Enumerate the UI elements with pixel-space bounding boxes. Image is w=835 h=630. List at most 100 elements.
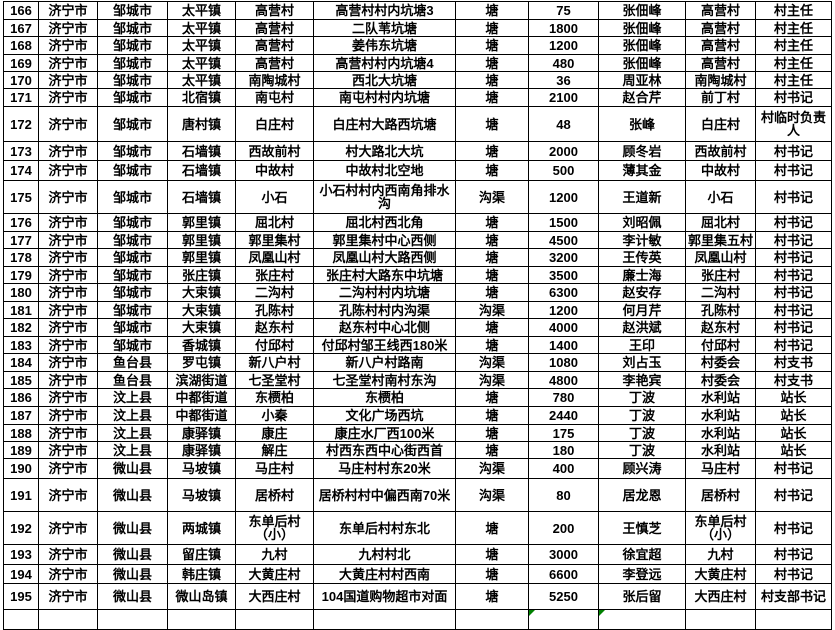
cell-location[interactable]: 村西东西中心街西首: [313, 441, 456, 459]
cell-county[interactable]: [97, 609, 168, 630]
cell-village[interactable]: 九村: [235, 544, 314, 565]
cell-location[interactable]: 二队苇坑塘: [313, 19, 456, 37]
cell-row-number[interactable]: 167: [3, 19, 39, 37]
cell-contact-unit[interactable]: 九村: [685, 544, 756, 565]
cell-village[interactable]: 马庄村: [235, 458, 314, 479]
cell-water-type[interactable]: 塘: [455, 54, 529, 72]
cell-contact-unit[interactable]: 中故村: [685, 160, 756, 181]
cell-row-number[interactable]: 180: [3, 283, 39, 302]
cell-water-type[interactable]: 塘: [455, 283, 529, 302]
cell-contact-title[interactable]: 站长: [755, 441, 832, 459]
cell-row-number[interactable]: 183: [3, 336, 39, 354]
cell-water-type[interactable]: 塘: [455, 336, 529, 354]
cell-quantity[interactable]: 2440: [528, 406, 599, 425]
cell-town[interactable]: 太平镇: [167, 1, 236, 20]
cell-county[interactable]: 微山县: [97, 564, 168, 584]
cell-location[interactable]: 南屯村村内坑塘: [313, 88, 456, 107]
cell-row-number[interactable]: 190: [3, 458, 39, 479]
cell-city[interactable]: 济宁市: [38, 478, 98, 512]
cell-row-number[interactable]: 189: [3, 441, 39, 459]
cell-contact-unit[interactable]: 小石: [685, 180, 756, 214]
cell-contact-unit[interactable]: 张庄村: [685, 266, 756, 284]
cell-quantity[interactable]: 6600: [528, 564, 599, 584]
cell-location[interactable]: 西北大坑塘: [313, 71, 456, 89]
cell-quantity[interactable]: 1800: [528, 19, 599, 37]
cell-location[interactable]: 小石村村内西南角排水沟: [313, 180, 456, 214]
cell-village[interactable]: 南陶城村: [235, 71, 314, 89]
cell-city[interactable]: 济宁市: [38, 160, 98, 181]
cell-contact-title[interactable]: 村书记: [755, 88, 832, 107]
cell-county[interactable]: 邹城市: [97, 19, 168, 37]
cell-contact-title[interactable]: 村主任: [755, 1, 832, 20]
cell-location[interactable]: 九村村北: [313, 544, 456, 565]
cell-quantity[interactable]: 48: [528, 106, 599, 142]
cell-city[interactable]: 济宁市: [38, 248, 98, 267]
cell-village[interactable]: 高营村: [235, 36, 314, 55]
cell-quantity[interactable]: 1400: [528, 336, 599, 354]
cell-contact-person[interactable]: 徐宜超: [598, 544, 686, 565]
cell-village[interactable]: 大西庄村: [235, 583, 314, 610]
cell-contact-title[interactable]: 村书记: [755, 544, 832, 565]
cell-county[interactable]: 邹城市: [97, 36, 168, 55]
cell-city[interactable]: 济宁市: [38, 441, 98, 459]
cell-contact-person[interactable]: 张后留: [598, 583, 686, 610]
cell-contact-title[interactable]: 村书记: [755, 283, 832, 302]
cell-contact-title[interactable]: 村书记: [755, 213, 832, 232]
cell-location[interactable]: 文化广场西坑: [313, 406, 456, 425]
cell-town[interactable]: 太平镇: [167, 71, 236, 89]
cell-contact-person[interactable]: 何月芹: [598, 301, 686, 319]
cell-contact-person[interactable]: 赵合芹: [598, 88, 686, 107]
cell-row-number[interactable]: 193: [3, 544, 39, 565]
cell-village[interactable]: 二沟村: [235, 283, 314, 302]
cell-town[interactable]: 韩庄镇: [167, 564, 236, 584]
cell-village[interactable]: 东单后村（小）: [235, 511, 314, 545]
cell-county[interactable]: 微山县: [97, 544, 168, 565]
cell-water-type[interactable]: 沟渠: [455, 180, 529, 214]
cell-contact-unit[interactable]: [685, 609, 756, 630]
cell-contact-person[interactable]: 王慎芝: [598, 511, 686, 545]
cell-contact-unit[interactable]: 白庄村: [685, 106, 756, 142]
cell-water-type[interactable]: 塘: [455, 388, 529, 407]
cell-location[interactable]: 马庄村村东20米: [313, 458, 456, 479]
cell-water-type[interactable]: 塘: [455, 19, 529, 37]
cell-contact-unit[interactable]: 大西庄村: [685, 583, 756, 610]
cell-contact-unit[interactable]: 水利站: [685, 424, 756, 442]
cell-city[interactable]: 济宁市: [38, 301, 98, 319]
cell-contact-person[interactable]: 王传英: [598, 248, 686, 267]
cell-county[interactable]: 邹城市: [97, 71, 168, 89]
cell-county[interactable]: 鱼台县: [97, 353, 168, 372]
cell-contact-unit[interactable]: 前丁村: [685, 88, 756, 107]
cell-city[interactable]: 济宁市: [38, 544, 98, 565]
cell-location[interactable]: 二沟村村内坑塘: [313, 283, 456, 302]
cell-water-type[interactable]: 沟渠: [455, 371, 529, 389]
cell-town[interactable]: 中都街道: [167, 406, 236, 425]
cell-town[interactable]: 石墙镇: [167, 141, 236, 161]
cell-city[interactable]: 济宁市: [38, 266, 98, 284]
cell-contact-unit[interactable]: 高营村: [685, 54, 756, 72]
cell-village[interactable]: 解庄: [235, 441, 314, 459]
cell-quantity[interactable]: 4000: [528, 318, 599, 337]
cell-contact-title[interactable]: [755, 609, 832, 630]
cell-row-number[interactable]: 174: [3, 160, 39, 181]
cell-row-number[interactable]: 168: [3, 36, 39, 55]
cell-town[interactable]: 唐村镇: [167, 106, 236, 142]
cell-city[interactable]: 济宁市: [38, 19, 98, 37]
cell-county[interactable]: 邹城市: [97, 213, 168, 232]
cell-contact-unit[interactable]: 居桥村: [685, 478, 756, 512]
cell-contact-unit[interactable]: 水利站: [685, 388, 756, 407]
cell-county[interactable]: 邹城市: [97, 248, 168, 267]
cell-row-number[interactable]: 195: [3, 583, 39, 610]
cell-town[interactable]: 滨湖街道: [167, 371, 236, 389]
cell-contact-title[interactable]: 村支书: [755, 371, 832, 389]
cell-quantity[interactable]: 180: [528, 441, 599, 459]
cell-location[interactable]: 姜伟东坑塘: [313, 36, 456, 55]
cell-town[interactable]: 张庄镇: [167, 266, 236, 284]
cell-contact-title[interactable]: 村临时负责人: [755, 106, 832, 142]
cell-village[interactable]: 新八户村: [235, 353, 314, 372]
cell-location[interactable]: 屈北村西北角: [313, 213, 456, 232]
cell-contact-title[interactable]: 村书记: [755, 231, 832, 249]
cell-city[interactable]: 济宁市: [38, 106, 98, 142]
cell-water-type[interactable]: 塘: [455, 88, 529, 107]
cell-water-type[interactable]: 塘: [455, 583, 529, 610]
cell-county[interactable]: 邹城市: [97, 266, 168, 284]
